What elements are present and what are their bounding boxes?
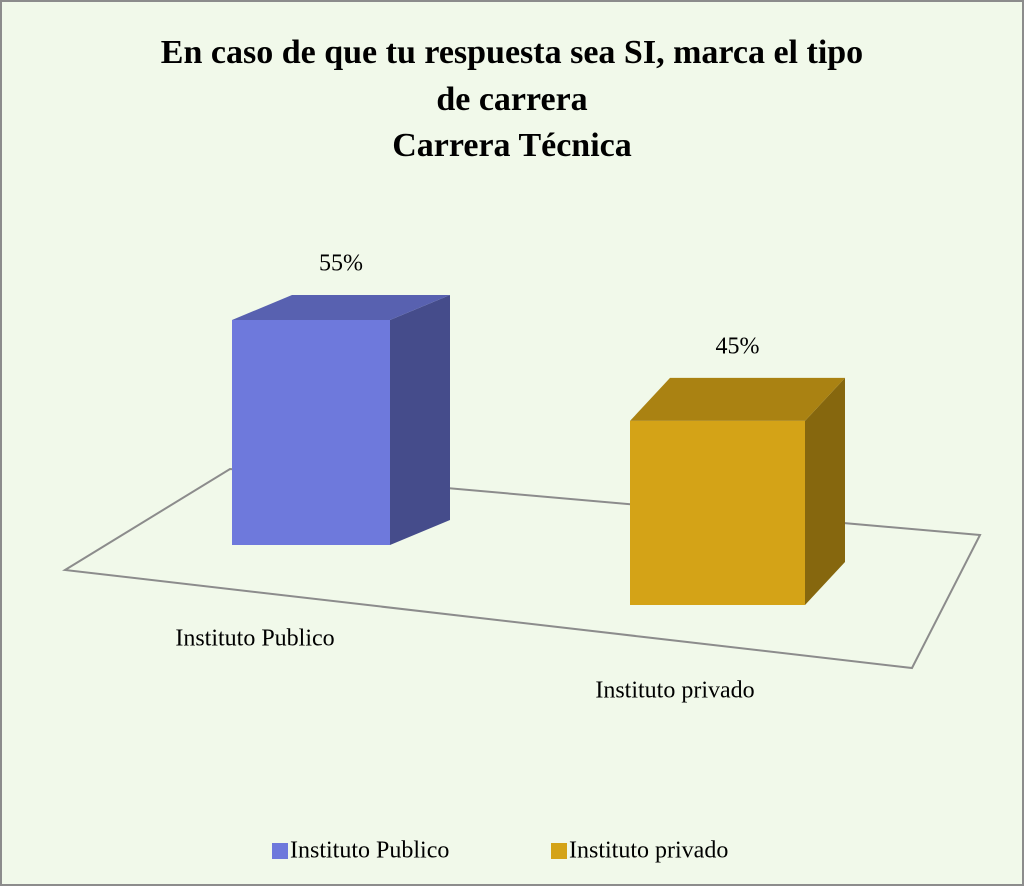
floor — [62, 467, 982, 670]
legend-label: Instituto Publico — [290, 838, 449, 864]
bar-side — [805, 377, 845, 605]
legend-swatch — [272, 843, 288, 859]
data-label: 45% — [716, 333, 760, 359]
bar-top — [232, 295, 450, 320]
bar — [232, 320, 390, 545]
chart-title: En caso de que tu respuesta sea SI, marc… — [161, 34, 863, 71]
bar-side — [390, 295, 450, 545]
bar-top — [630, 377, 845, 421]
chart-subtitle: Carrera Técnica — [392, 127, 632, 164]
data-label: 55% — [319, 251, 363, 277]
x-tick-label: Instituto privado — [595, 678, 754, 704]
chart-title: de carrera — [436, 81, 587, 118]
bar — [630, 420, 805, 605]
legend-swatch — [551, 843, 567, 859]
legend-label: Instituto privado — [569, 838, 728, 864]
x-tick-label: Instituto Publico — [175, 626, 334, 652]
